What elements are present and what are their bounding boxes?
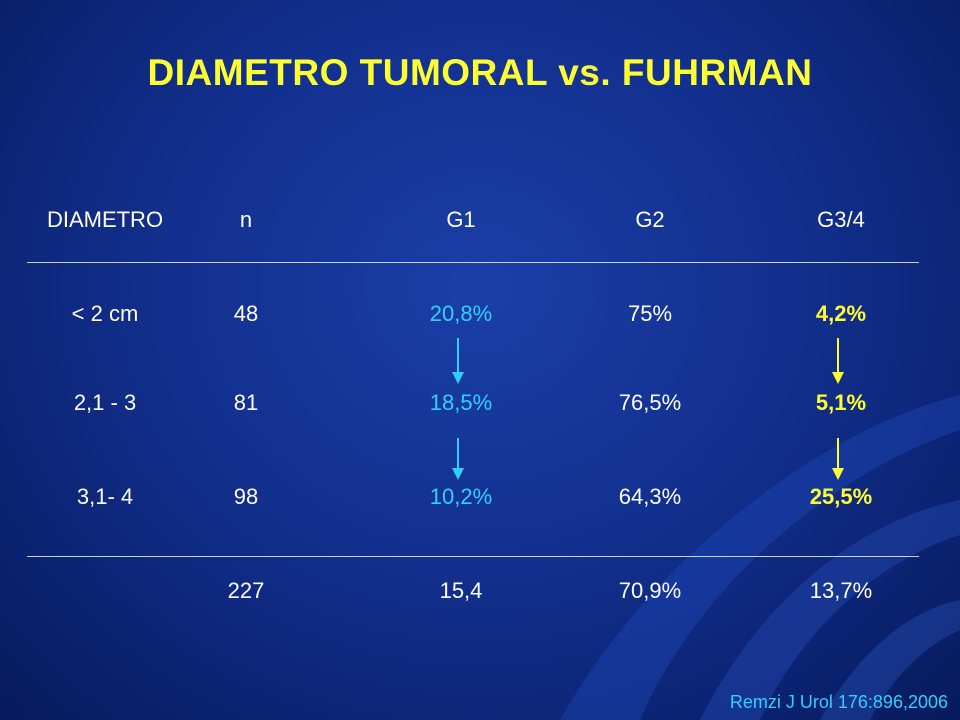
row2-g1: 18,5% bbox=[429, 390, 493, 415]
down-arrow-icon bbox=[452, 438, 464, 480]
row1-n: 48 bbox=[233, 301, 259, 326]
totals-divider bbox=[27, 556, 919, 557]
header-g34: G3/4 bbox=[817, 207, 865, 232]
totals-n: 227 bbox=[227, 578, 265, 603]
row3-n: 98 bbox=[233, 484, 259, 509]
row2-g2: 76,5% bbox=[618, 390, 682, 415]
row1-diametro: < 2 cm bbox=[71, 301, 139, 326]
header-divider bbox=[27, 262, 919, 263]
row1-g34: 4,2% bbox=[815, 301, 867, 326]
row1-g2: 75% bbox=[627, 301, 673, 326]
row2-n: 81 bbox=[233, 390, 259, 415]
totals-g1: 15,4 bbox=[439, 578, 483, 603]
header-g1: G1 bbox=[446, 207, 476, 232]
row2-diametro: 2,1 - 3 bbox=[73, 390, 137, 415]
row2-g34: 5,1% bbox=[815, 390, 867, 415]
totals-g2: 70,9% bbox=[618, 578, 682, 603]
row3-g2: 64,3% bbox=[618, 484, 682, 509]
row3-g1: 10,2% bbox=[429, 484, 493, 509]
citation: Remzi J Urol 176:896,2006 bbox=[729, 692, 948, 712]
slide-title: DIAMETRO TUMORAL vs. FUHRMAN bbox=[147, 52, 813, 93]
row3-diametro: 3,1- 4 bbox=[76, 484, 134, 509]
down-arrow-icon bbox=[832, 438, 844, 480]
totals-g34: 13,7% bbox=[809, 578, 873, 603]
row3-g34: 25,5% bbox=[809, 484, 873, 509]
row1-g1: 20,8% bbox=[429, 301, 493, 326]
header-n: n bbox=[239, 207, 253, 232]
header-diametro: DIAMETRO bbox=[46, 207, 164, 232]
down-arrow-icon bbox=[452, 338, 464, 384]
header-g2: G2 bbox=[635, 207, 665, 232]
down-arrow-icon bbox=[832, 338, 844, 384]
